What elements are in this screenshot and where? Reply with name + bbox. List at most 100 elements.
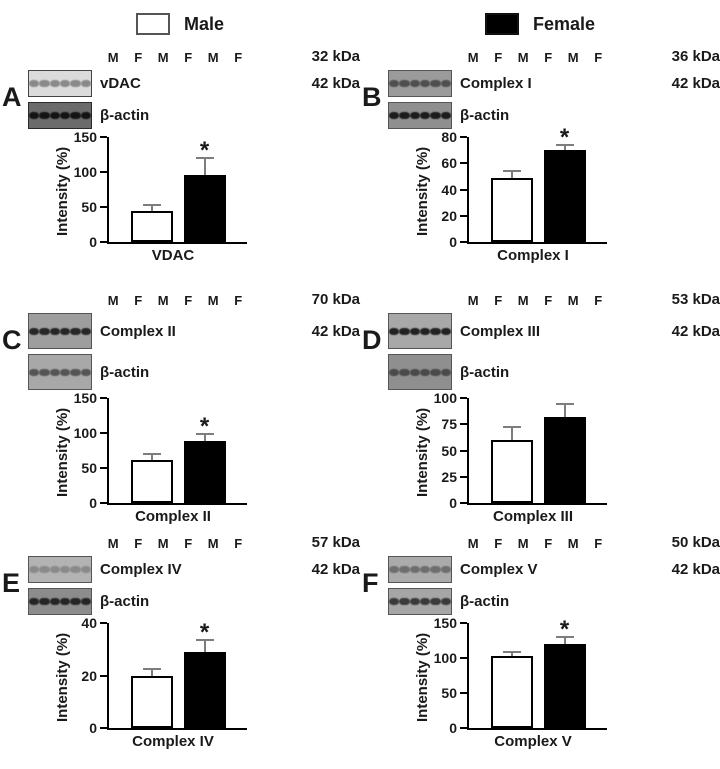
- lane-label: F: [494, 49, 503, 65]
- error-bar: [142, 452, 161, 460]
- blot-band: [409, 80, 420, 87]
- blot-band: [49, 566, 60, 573]
- error-bar: [555, 144, 574, 150]
- legend: Male Female: [0, 0, 720, 42]
- kda-label: 53 kDa: [671, 291, 720, 308]
- blot-band: [70, 598, 81, 605]
- blot-band: [389, 598, 400, 605]
- y-tick-mark: [100, 432, 107, 435]
- bar-chart: Intensity (%) 0 50 100 150 * VDAC: [54, 130, 360, 264]
- blot-band: [440, 598, 451, 605]
- bar-fill: [183, 174, 226, 242]
- y-tick-mark: [460, 188, 467, 191]
- blot-band: [29, 368, 40, 376]
- y-tick: 60: [441, 156, 467, 170]
- blot-band: [389, 566, 400, 573]
- bar-chart: Intensity (%) 0 50 100 150 * Complex II: [54, 391, 360, 525]
- x-axis-label: VDAC: [151, 247, 195, 264]
- bar-female: *: [543, 618, 586, 728]
- plot-column: * VDAC: [107, 137, 247, 264]
- x-axis-label: Complex II: [135, 508, 211, 525]
- y-tick-label: 80: [441, 129, 457, 145]
- legend-item-male: Male: [0, 6, 360, 42]
- bar-female: *: [543, 126, 586, 242]
- blot-band: [419, 598, 431, 605]
- y-tick-mark: [100, 206, 107, 209]
- y-axis: 0 20 40: [71, 616, 107, 735]
- lane-label: M: [207, 49, 219, 65]
- bar-fill: [130, 459, 173, 503]
- lane-label: M: [467, 292, 479, 308]
- legend-label-female: Female: [532, 13, 596, 34]
- blot-band: [59, 598, 71, 605]
- bar-fill: [490, 177, 533, 242]
- blot-band: [39, 327, 50, 335]
- lane-label: F: [134, 49, 143, 65]
- error-bar: [502, 170, 521, 177]
- kda-label: 42 kDa: [671, 75, 720, 92]
- kda-label: 42 kDa: [311, 561, 360, 578]
- western-blot-target: [388, 70, 452, 97]
- blot-band: [59, 368, 71, 376]
- lane-label: F: [184, 535, 193, 551]
- bar-fill: [543, 644, 586, 728]
- y-tick-label: 150: [73, 129, 97, 145]
- blot-band: [399, 327, 410, 335]
- y-tick: 150: [74, 130, 107, 144]
- blot-band: [440, 368, 451, 376]
- blot-band: [399, 80, 410, 87]
- western-blot-loading-control: [28, 102, 92, 129]
- significance-asterisk: *: [199, 619, 210, 647]
- lane-label: F: [134, 292, 143, 308]
- y-tick: 20: [81, 669, 107, 683]
- lane-label: F: [494, 535, 503, 551]
- error-bar: [555, 636, 574, 644]
- protein-label: β-actin: [460, 593, 510, 610]
- y-axis: 0 50 100 150: [431, 616, 467, 735]
- bar-chart: Intensity (%) 0 50 100 150 * Complex V: [414, 616, 720, 750]
- blot-band: [29, 598, 40, 605]
- blot-band: [80, 112, 91, 119]
- plot-area: *: [107, 398, 247, 505]
- y-tick-mark: [460, 692, 467, 695]
- bar-male: [490, 623, 533, 728]
- blot-band: [39, 566, 50, 573]
- western-blot-target: [388, 556, 452, 583]
- western-blot-target: [28, 556, 92, 583]
- western-blot-loading-control: [28, 588, 92, 615]
- blot-band: [49, 80, 60, 87]
- protein-label: Complex II: [100, 322, 176, 340]
- y-tick-mark: [100, 467, 107, 470]
- y-tick-mark: [460, 162, 467, 165]
- y-tick-label: 40: [81, 615, 97, 631]
- blot-band: [409, 598, 420, 605]
- blot-band: [419, 368, 431, 376]
- y-tick-label: 75: [441, 416, 457, 433]
- error-bar: [555, 403, 574, 417]
- plot-column: * Complex IV: [107, 619, 247, 750]
- lane-label: F: [544, 292, 553, 308]
- y-axis-label: Intensity (%): [414, 146, 431, 236]
- kda-label: 36 kDa: [671, 48, 720, 65]
- kda-label: 42 kDa: [671, 561, 720, 578]
- western-blot-loading-control: [388, 588, 452, 615]
- blot-band: [440, 327, 451, 335]
- y-tick-mark: [100, 397, 107, 399]
- y-tick-mark: [100, 674, 107, 677]
- plot-area: *: [467, 618, 607, 730]
- blot-band: [409, 112, 420, 119]
- blot-band: [399, 598, 410, 605]
- y-tick-mark: [460, 622, 467, 624]
- y-tick: 50: [81, 200, 107, 214]
- y-tick-label: 50: [81, 460, 97, 477]
- kda-label: 32 kDa: [311, 48, 360, 65]
- significance-asterisk: *: [559, 124, 570, 152]
- bar-fill: [183, 651, 226, 728]
- y-tick-label: 100: [433, 650, 457, 667]
- y-tick-mark: [100, 727, 107, 729]
